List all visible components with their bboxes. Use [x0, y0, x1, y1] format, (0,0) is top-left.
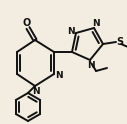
Text: N: N	[87, 61, 95, 69]
Text: N: N	[67, 27, 75, 35]
Text: N: N	[55, 71, 63, 79]
Text: N: N	[32, 87, 40, 95]
Text: O: O	[23, 18, 31, 28]
Text: N: N	[92, 19, 100, 29]
Text: S: S	[116, 37, 124, 47]
